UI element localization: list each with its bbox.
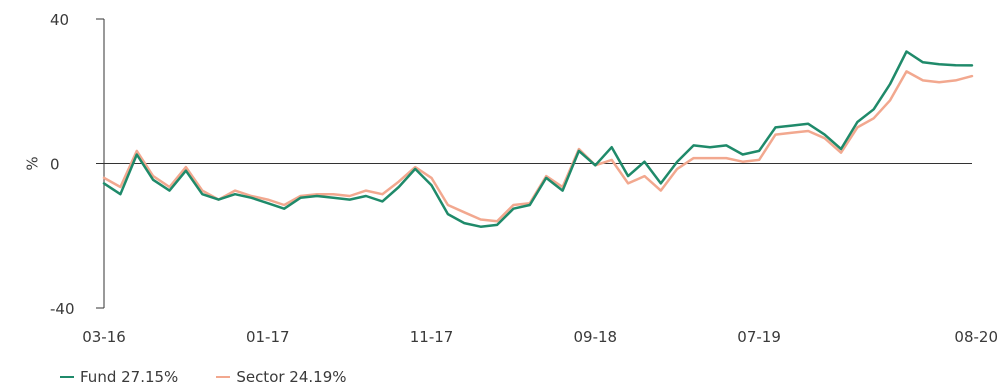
tick-labels: 40 0 -40% 03-16 01-17 11-17 09-18 07-19 08-20 bbox=[24, 11, 999, 346]
y-axis-label: % bbox=[24, 156, 42, 170]
x-tick-label: 01-17 bbox=[246, 328, 290, 346]
y-tick-label: 0 bbox=[50, 156, 60, 174]
fund-series-line bbox=[102, 50, 974, 228]
axes bbox=[96, 18, 972, 309]
legend-item-fund: Fund 27.15% bbox=[60, 368, 178, 386]
y-tick-label: 40 bbox=[50, 11, 69, 29]
legend: Fund 27.15% Sector 24.19% bbox=[60, 368, 347, 386]
x-tick-label: 03-16 bbox=[82, 328, 126, 346]
legend-label-sector: Sector 24.19% bbox=[236, 368, 347, 386]
legend-item-sector: Sector 24.19% bbox=[216, 368, 347, 386]
series-lines bbox=[102, 50, 974, 228]
y-tick-label: -40 bbox=[50, 300, 75, 318]
legend-label-fund: Fund 27.15% bbox=[80, 368, 179, 386]
x-tick-label: 08-20 bbox=[954, 328, 998, 346]
x-tick-label: 09-18 bbox=[574, 328, 618, 346]
x-tick-label: 07-19 bbox=[737, 328, 781, 346]
x-tick-label: 11-17 bbox=[410, 328, 454, 346]
legend-swatch-fund bbox=[60, 376, 74, 378]
legend-swatch-sector bbox=[216, 376, 231, 378]
